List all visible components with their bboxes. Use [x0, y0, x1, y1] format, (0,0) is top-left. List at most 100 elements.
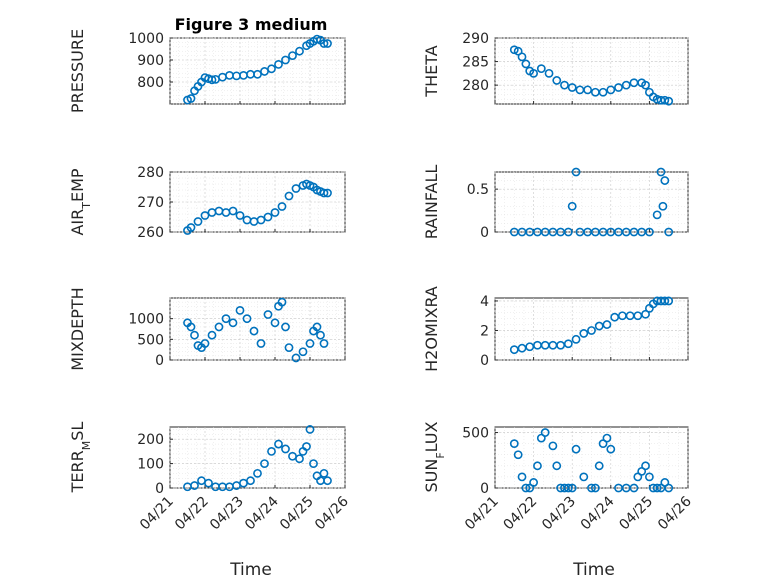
data-point	[606, 85, 616, 95]
data-point	[246, 476, 255, 486]
data-point	[552, 76, 562, 85]
data-point	[281, 55, 290, 65]
xtick-label: 04/21	[137, 494, 177, 534]
data-point	[281, 444, 290, 454]
data-point	[228, 318, 238, 328]
ytick-label: 500	[137, 332, 164, 348]
data-point	[274, 439, 283, 449]
data-point	[533, 461, 542, 471]
data-point	[645, 472, 654, 482]
data-point	[652, 483, 662, 493]
data-point	[658, 201, 668, 211]
data-point	[263, 212, 273, 222]
series-air-temp	[183, 179, 332, 235]
data-point	[263, 310, 273, 319]
data-point	[552, 461, 562, 471]
data-point	[270, 318, 280, 328]
ytick-label: 200	[137, 432, 164, 448]
subplot-h2omixra: H2OMIXRA 0 2 4	[422, 286, 689, 372]
data-point	[186, 94, 196, 103]
data-point	[548, 441, 558, 451]
data-point	[579, 472, 589, 482]
data-point	[221, 314, 231, 324]
ytick-label: 4	[480, 294, 489, 310]
ytick-label: 0.5	[467, 182, 489, 198]
data-point	[567, 83, 577, 92]
data-point	[621, 80, 631, 90]
data-point	[660, 95, 670, 105]
ylabel-sun-flux: SUNFLUX	[422, 421, 447, 492]
xtick-label: 04/21	[462, 494, 502, 534]
ylabel-terr-msl: TERRMSL	[68, 422, 93, 494]
data-point	[295, 46, 304, 56]
data-point	[295, 454, 304, 464]
data-point	[664, 483, 674, 493]
ytick-label: 0	[155, 481, 164, 497]
data-point	[200, 211, 210, 220]
subplot-theta: THETA 280 285 290	[422, 31, 689, 106]
data-point	[664, 296, 674, 306]
data-point	[529, 68, 538, 78]
data-point	[319, 339, 329, 348]
data-point	[267, 64, 276, 74]
data-point	[560, 80, 569, 90]
data-point	[309, 459, 318, 468]
data-point	[319, 39, 329, 48]
data-point	[312, 322, 322, 332]
ylabel-rainfall: RAINFALL	[422, 165, 441, 240]
data-point	[207, 330, 217, 340]
data-point	[614, 83, 623, 92]
data-point	[509, 45, 519, 55]
data-point	[190, 481, 199, 490]
data-point	[563, 227, 573, 237]
data-point	[587, 483, 596, 493]
data-point	[521, 483, 531, 493]
ylabel-mixdepth: MIXDEPTH	[68, 287, 87, 370]
data-point	[288, 51, 297, 60]
data-point	[544, 68, 554, 78]
data-point	[204, 478, 213, 488]
data-point	[190, 330, 199, 340]
data-point	[652, 210, 662, 220]
ytick-label: 280	[462, 78, 489, 94]
ytick-label: 0	[480, 225, 489, 241]
data-point	[323, 39, 332, 48]
grid-sun-flux	[494, 427, 689, 489]
data-point	[305, 425, 315, 434]
data-point	[641, 309, 650, 319]
data-point	[235, 305, 245, 315]
data-point	[281, 322, 290, 332]
data-point	[323, 476, 332, 486]
data-point	[602, 433, 612, 443]
data-point	[277, 297, 287, 307]
data-point	[253, 69, 262, 79]
data-point	[536, 64, 546, 74]
data-point	[256, 339, 266, 348]
data-point	[517, 52, 527, 62]
data-point	[587, 326, 596, 335]
data-point	[267, 446, 276, 456]
data-point	[193, 217, 203, 226]
data-point	[214, 322, 224, 332]
xtick-label: 04/26	[312, 493, 352, 533]
data-point	[235, 211, 245, 220]
ytick-label: 500	[462, 426, 489, 442]
ylabel-air-temp: AIRTEMP	[68, 168, 93, 235]
xtick-label: 04/22	[501, 494, 541, 534]
data-point	[540, 428, 550, 437]
ylabel-theta: THETA	[422, 45, 441, 97]
data-point	[594, 461, 604, 471]
data-point	[242, 314, 252, 324]
data-point	[598, 87, 608, 97]
data-point	[571, 167, 581, 177]
data-point	[249, 326, 259, 336]
series-sun-flux	[509, 428, 674, 493]
xtick-label: 04/24	[242, 493, 282, 533]
data-point	[641, 80, 650, 90]
data-point	[200, 339, 210, 348]
xlabel-right: Time	[572, 560, 615, 580]
xtick-label: 04/23	[207, 494, 247, 534]
series-mixdepth	[183, 297, 329, 363]
